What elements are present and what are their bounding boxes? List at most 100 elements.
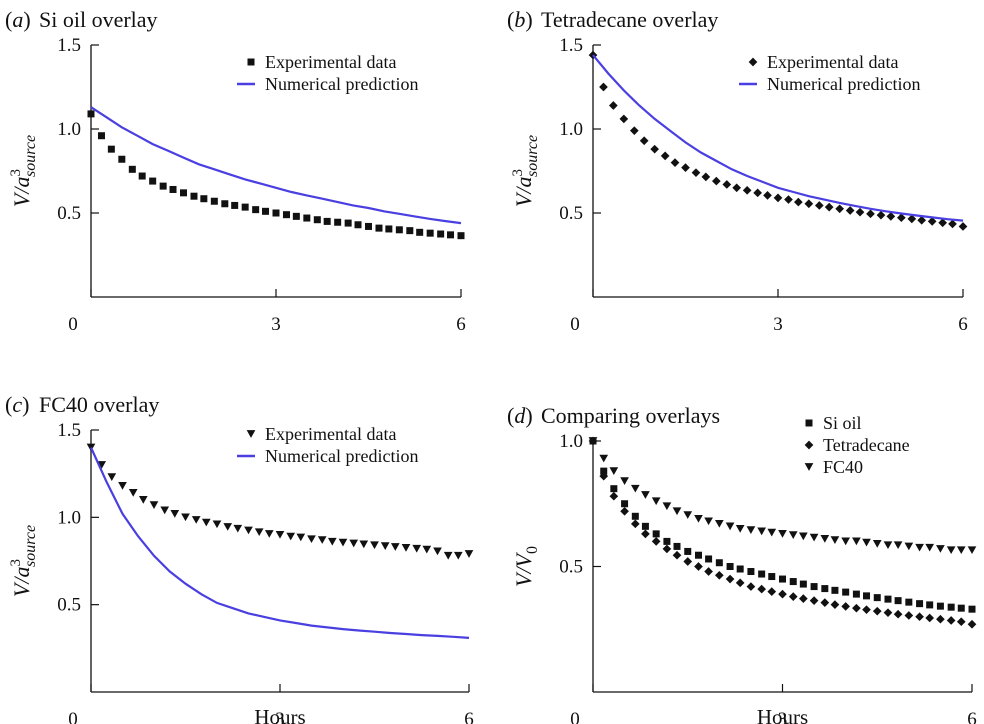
data-point [926, 601, 934, 609]
data-point [788, 592, 798, 601]
data-point [262, 207, 270, 215]
data-point [773, 193, 783, 203]
data-point [118, 155, 126, 163]
data-point [365, 222, 372, 230]
data-point [422, 545, 432, 554]
y-tick-label: 1.0 [57, 507, 81, 528]
data-point [609, 491, 619, 501]
data-point [672, 507, 682, 516]
data-point [732, 183, 742, 193]
data-point [437, 230, 445, 238]
data-point [275, 530, 285, 539]
data-point [726, 563, 734, 570]
panel-title: Tetradecane overlay [541, 7, 718, 32]
data-point [630, 484, 640, 493]
prediction-curve [90, 106, 462, 225]
y-tick-label: 1.0 [559, 431, 583, 452]
data-point [715, 559, 723, 567]
data-point [599, 471, 609, 481]
data-point [896, 213, 906, 223]
data-point [641, 522, 649, 530]
legend-marker [804, 463, 814, 471]
data-point [338, 538, 348, 547]
data-point [641, 491, 650, 499]
data-point [883, 541, 893, 550]
data-point [947, 603, 955, 611]
x-axis-label: Hours [757, 705, 808, 724]
y-axis-label: V/a3source [8, 525, 39, 597]
data-point [845, 206, 855, 215]
data-point [223, 523, 233, 531]
data-point [673, 542, 681, 550]
data-point [599, 454, 609, 463]
data-point [958, 222, 968, 231]
data-point [149, 177, 157, 185]
legend-label: Numerical prediction [265, 446, 418, 466]
data-point [735, 525, 745, 533]
data-point [87, 110, 95, 118]
data-point [742, 185, 752, 195]
data-point [244, 526, 253, 535]
panel-letter: (d) [507, 403, 533, 428]
data-point [380, 542, 390, 551]
data-point [610, 485, 618, 493]
y-tick-label: 0.5 [57, 203, 81, 224]
data-point [443, 551, 453, 560]
data-point [714, 570, 724, 580]
data-point [651, 537, 661, 546]
data-point [412, 544, 422, 553]
data-point [639, 136, 649, 146]
data-point [946, 616, 956, 625]
data-point [681, 163, 690, 172]
legend-label: Tetradecane [823, 435, 910, 455]
panel-d: (d) Comparing overlays 0.5 1.0 0 3 6 V/V0 Hours S… [507, 403, 977, 724]
data-point [169, 185, 177, 193]
data-point [313, 216, 321, 224]
panel-letter: (c) [5, 392, 29, 417]
data-point [767, 528, 777, 537]
series-tetradecane [588, 436, 977, 629]
data-point [894, 597, 902, 605]
data-point [884, 595, 892, 603]
data-point [86, 443, 96, 452]
data-point [375, 224, 383, 232]
data-point [694, 562, 703, 571]
data-point [672, 550, 682, 560]
data-point [893, 541, 903, 550]
data-point [683, 557, 693, 566]
data-point [433, 547, 442, 556]
data-point [128, 489, 138, 497]
data-point [915, 543, 924, 552]
data-point [757, 527, 766, 536]
data-point [600, 467, 608, 475]
data-point [886, 212, 896, 221]
data-point [359, 540, 369, 549]
data-point [286, 532, 296, 541]
x-tick-label: 0 [570, 314, 580, 335]
data-point [876, 210, 886, 220]
data-point [804, 199, 814, 209]
data-point [957, 604, 965, 612]
prediction-curve [89, 447, 470, 639]
data-point [170, 509, 180, 518]
data-point [191, 516, 201, 524]
data-point [395, 226, 403, 234]
data-point [317, 536, 327, 544]
legend-label: Experimental data [265, 52, 396, 72]
data-point [852, 590, 860, 598]
legend-marker [247, 58, 255, 66]
x-tick-label: 0 [68, 709, 78, 724]
data-point [159, 182, 167, 190]
data-point [652, 530, 660, 538]
data-point [835, 204, 845, 214]
data-point [292, 212, 300, 220]
data-point [831, 586, 839, 594]
data-point [254, 528, 264, 537]
data-point [631, 512, 639, 520]
y-tick-label: 0.5 [57, 595, 81, 616]
panel-letter: (a) [5, 7, 31, 32]
data-point [956, 617, 966, 627]
data-point [714, 519, 724, 528]
data-point [830, 600, 840, 609]
